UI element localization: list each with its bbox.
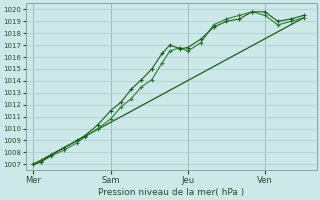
X-axis label: Pression niveau de la mer( hPa ): Pression niveau de la mer( hPa ) (98, 188, 244, 197)
